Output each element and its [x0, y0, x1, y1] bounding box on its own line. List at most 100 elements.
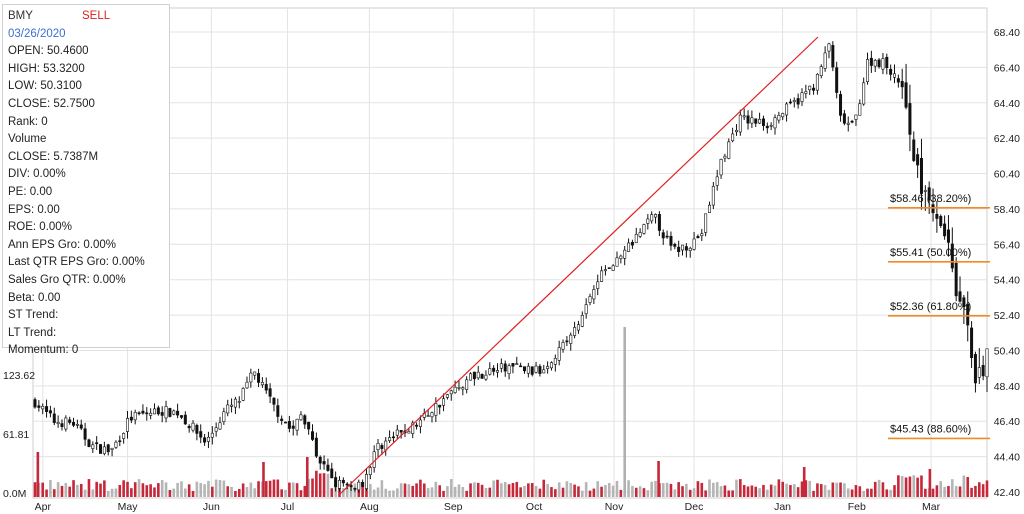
candle-body: [812, 87, 816, 91]
candle-body: [326, 464, 330, 471]
candle-body: [206, 436, 210, 442]
volume-bar: [692, 488, 696, 497]
candle-body: [110, 447, 114, 450]
candle-body: [792, 99, 796, 102]
month-label: Nov: [605, 501, 624, 513]
volume-bar: [507, 484, 511, 497]
volume-bar: [561, 487, 565, 497]
volume-bar: [130, 488, 133, 497]
candle-body: [654, 214, 658, 218]
volume-bar: [947, 486, 950, 497]
candle-body: [835, 67, 839, 93]
volume-bar: [577, 486, 580, 497]
candle-body: [754, 118, 758, 124]
info-line: HIGH: 53.3200: [8, 62, 85, 75]
candle-body: [237, 401, 241, 403]
trendline-segment: [339, 36, 819, 495]
volume-bar: [160, 480, 164, 497]
volume-bar: [962, 475, 966, 497]
candle-body: [337, 480, 341, 489]
volume-bar: [41, 482, 45, 497]
volume-bar: [249, 482, 253, 497]
volume-bar: [311, 478, 314, 497]
volume-bar: [369, 484, 372, 497]
volume-bar: [511, 482, 515, 497]
volume-bar: [176, 482, 179, 497]
candle-body: [862, 82, 866, 105]
candle-body: [41, 405, 45, 410]
candle-body: [372, 451, 376, 468]
info-line: Last QTR EPS Gro: 0.00%: [8, 256, 145, 269]
info-line: LT Trend:: [8, 326, 57, 339]
volume-bar: [816, 483, 819, 497]
volume-bar: [199, 483, 203, 497]
info-line: EPS: 0.00: [8, 203, 60, 216]
volume-bar: [95, 481, 98, 497]
candle-body: [927, 187, 931, 201]
volume-bar: [835, 482, 838, 497]
candle-body: [156, 407, 160, 415]
candle-body: [954, 262, 958, 297]
volume-bar: [214, 479, 218, 497]
candle-body: [102, 446, 106, 454]
candle-body: [345, 483, 349, 486]
volume-bar: [272, 479, 276, 497]
candle-body: [511, 363, 515, 367]
candle-body: [854, 114, 858, 120]
volume-bar: [739, 479, 742, 497]
volume-bar: [180, 481, 183, 497]
candle-body: [592, 289, 596, 300]
volume-bar: [727, 490, 731, 497]
volume-bar: [802, 467, 806, 497]
candle-body: [176, 410, 180, 416]
candle-body: [931, 204, 935, 214]
volume-bar: [237, 488, 241, 497]
volume-bar: [395, 488, 399, 497]
month-label: Feb: [848, 501, 866, 513]
volume-bar: [966, 477, 970, 497]
volume-bar: [542, 479, 546, 497]
volume-bar: [56, 482, 60, 497]
volume-bar: [812, 490, 815, 497]
candle-body: [565, 340, 569, 343]
info-lines: OPEN: 50.4600 HIGH: 53.3200 LOW: 50.3100 CL…: [8, 43, 169, 360]
volume-bar: [49, 480, 52, 497]
volume-bar: [657, 461, 660, 497]
volume-bar: [642, 488, 646, 497]
volume-bar: [804, 480, 808, 497]
signal-label: SELL: [82, 10, 111, 22]
candle-body: [79, 424, 83, 429]
candle-body: [341, 479, 345, 484]
volume-bar: [781, 481, 785, 497]
candle-body: [912, 139, 916, 161]
volume-bar: [226, 486, 230, 497]
volume-bar: [604, 484, 607, 497]
volume-bar: [403, 483, 407, 497]
volume-bar: [819, 484, 823, 497]
volume-bar: [157, 483, 160, 497]
candle-body: [815, 74, 819, 91]
candle-body: [684, 246, 688, 251]
volume-bar: [777, 479, 781, 497]
candle-body: [199, 431, 203, 438]
volume-bar: [484, 488, 488, 497]
volume-bar: [207, 480, 210, 497]
candle-body: [785, 103, 789, 116]
candle-body: [183, 414, 187, 425]
volume-bar: [550, 487, 553, 497]
candle-body: [457, 387, 461, 389]
candle-body: [395, 429, 399, 436]
candle-body: [114, 441, 118, 448]
candle-body: [160, 412, 164, 416]
volume-bar: [631, 485, 634, 497]
candle-body: [561, 342, 565, 350]
candle-body: [576, 324, 580, 331]
volume-bar: [646, 490, 650, 497]
volume-bar: [785, 483, 788, 497]
candle-body: [881, 58, 885, 70]
price-tick-label: 44.40: [994, 452, 1020, 464]
volume-bar: [488, 487, 492, 497]
stock-info-panel: BMY SELL 03/26/2020 OPEN: 50.4600 HIGH: 5…: [2, 4, 170, 356]
info-line: LOW: 50.3100: [8, 80, 82, 93]
candle-body: [191, 422, 195, 431]
